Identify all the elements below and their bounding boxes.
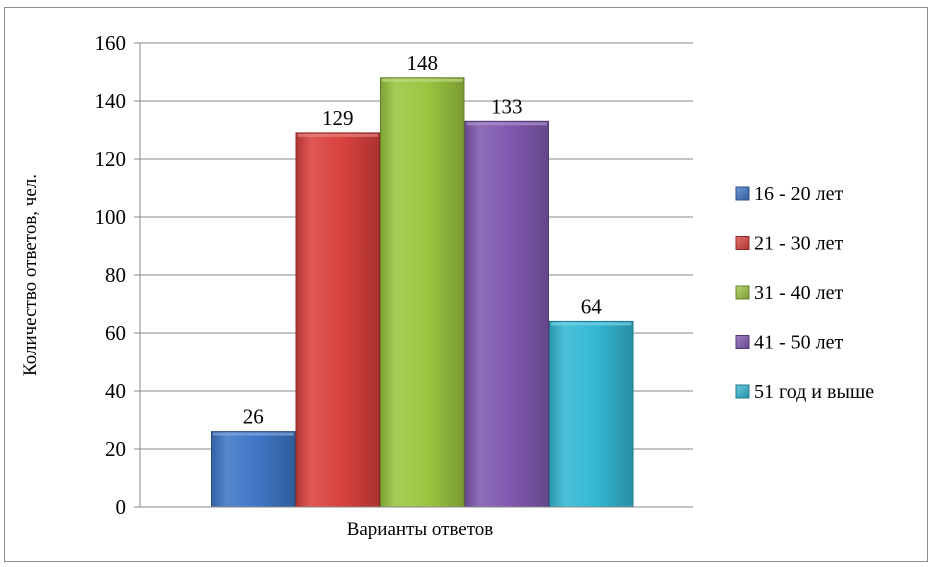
bar-highlight [466,122,547,126]
y-tick-label: 40 [105,379,126,403]
legend-swatch [735,335,750,349]
legend: 16 - 20 лет 21 - 30 лет 31 - 40 лет 41 - 50… [735,183,874,403]
data-label: 133 [491,94,523,118]
legend-label: 41 - 50 лет [754,332,844,354]
y-tick-label: 160 [95,31,127,55]
y-tick-label: 100 [95,205,127,229]
bar-highlight [297,133,378,137]
y-axis-ticks: 0 20 40 60 80 100 120 140 160 [95,31,140,519]
bar-highlight [382,78,463,82]
data-label: 129 [322,106,354,130]
y-tick-label: 0 [116,495,127,519]
legend-swatch [735,236,750,250]
bar-series-2 [295,132,380,508]
bar-highlight [551,322,632,326]
y-axis-title: Количество ответов, чел. [20,174,41,376]
y-tick-label: 140 [95,89,127,113]
legend-swatch [735,384,750,399]
axes [139,43,693,508]
data-labels: 26 129 148 133 64 [243,51,603,429]
y-tick-label: 80 [105,263,126,287]
y-tick-label: 120 [95,147,127,171]
data-label: 64 [581,294,603,318]
bar-series-4 [464,120,549,508]
bar-series-1 [211,431,296,508]
x-axis-title: Варианты ответов [347,519,494,540]
legend-swatch [735,285,750,300]
legend-label: 51 год и выше [754,381,874,403]
data-label: 26 [243,405,264,429]
legend-swatch [735,186,750,201]
bar-series-5 [549,320,634,508]
data-label: 148 [407,51,439,75]
bars [211,77,634,508]
y-tick-label: 20 [105,437,126,461]
legend-label: 21 - 30 лет [754,233,844,255]
y-tick-label: 60 [105,321,126,345]
legend-label: 16 - 20 лет [754,183,844,205]
bar-series-3 [380,77,465,508]
legend-label: 31 - 40 лет [754,282,844,304]
bar-highlight [213,432,294,436]
